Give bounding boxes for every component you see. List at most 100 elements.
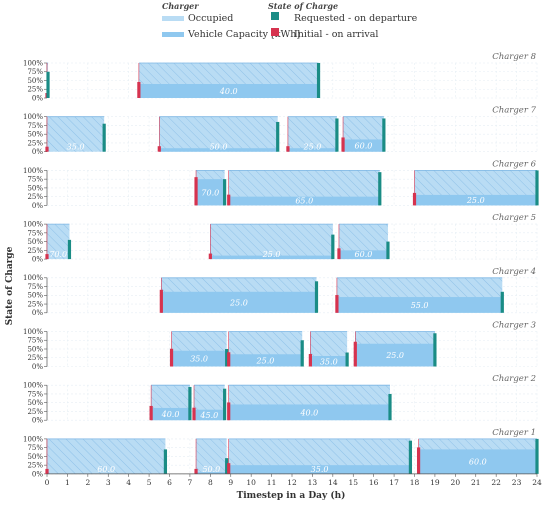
- initial-soc-marker: [416, 447, 421, 474]
- y-tick-label: 100%: [23, 435, 43, 443]
- legend-label-occupied: Occupied: [188, 13, 233, 24]
- requested-soc-marker: [378, 172, 382, 206]
- initial-soc-marker: [157, 146, 161, 152]
- legend-label-initial: Initial - on arrival: [294, 29, 378, 40]
- y-tick-label: 75%: [27, 229, 43, 237]
- capacity-label: 25.0: [385, 351, 404, 360]
- initial-soc-marker: [308, 354, 312, 367]
- legend-label-requested: Requested - on departure: [294, 13, 418, 24]
- x-tick-label: 20: [451, 478, 461, 487]
- y-tick-label: 50%: [27, 345, 43, 353]
- requested-soc-marker: [500, 291, 504, 313]
- capacity-label: 35.0: [320, 357, 338, 366]
- y-tick-label: 100%: [23, 113, 43, 121]
- requested-soc-marker: [188, 386, 192, 421]
- initial-soc-marker: [227, 352, 231, 367]
- y-tick-label: 100%: [23, 59, 43, 67]
- capacity-fill: [355, 343, 435, 367]
- x-tick-label: 10: [246, 478, 256, 487]
- x-axis: 0 1 2 3 4 5 6 7 8 9 10 11 12 13 14 15 16 17 18 19 20 21 22 23 24: [45, 473, 542, 487]
- requested-soc-marker: [46, 71, 50, 98]
- panel-title: Charger 2: [492, 374, 536, 384]
- y-tick-label: 25%: [27, 408, 43, 416]
- x-tick-label: 23: [512, 478, 522, 487]
- initial-soc-marker: [137, 82, 141, 98]
- initial-soc-marker: [341, 137, 345, 152]
- initial-soc-marker: [227, 402, 231, 421]
- panel-title: Charger 4: [492, 267, 536, 277]
- legend-group-title: State of Charge: [268, 1, 338, 11]
- x-tick-label: 14: [328, 478, 338, 487]
- x-tick-label: 16: [369, 478, 379, 487]
- y-tick-label: 75%: [27, 283, 43, 291]
- panel-charger-4: 0%25%50%75%100% Charger 4 25.0 55.0: [23, 267, 538, 317]
- initial-soc-marker: [192, 407, 196, 421]
- initial-soc-marker: [335, 295, 339, 313]
- y-axis-label: State of Charge: [5, 246, 15, 325]
- y-tick-label: 25%: [27, 86, 43, 94]
- y-tick-label: 50%: [27, 184, 43, 192]
- capacity-fill: [159, 148, 278, 152]
- capacity-label: 35.0: [67, 143, 85, 152]
- x-tick-label: 0: [45, 478, 50, 487]
- panel-title: Charger 1: [492, 428, 536, 438]
- capacity-label: 35.0: [311, 465, 329, 474]
- y-tick-label: 100%: [23, 167, 43, 175]
- initial-soc-marker: [159, 289, 163, 313]
- requested-soc-marker: [300, 340, 304, 367]
- capacity-label: 70.0: [201, 188, 219, 197]
- capacity-label: 55.0: [411, 301, 429, 310]
- y-tick-label: 0%: [32, 470, 43, 478]
- capacity-fill: [414, 194, 537, 206]
- y-tick-label: 25%: [27, 139, 43, 147]
- y-tick-label: 25%: [27, 193, 43, 201]
- panel-charger-6: 0%25%50%75%100% Charger 6 70.0 65.0 25.0: [23, 159, 539, 210]
- requested-soc-marker: [388, 393, 392, 421]
- capacity-label: 25.0: [303, 143, 322, 152]
- x-tick-label: 17: [389, 478, 399, 487]
- y-tick-label: 25%: [27, 354, 43, 362]
- initial-soc-marker: [169, 348, 174, 367]
- legend-swatch-requested: [271, 12, 279, 20]
- y-tick-label: 75%: [27, 68, 43, 76]
- capacity-fill: [196, 179, 225, 206]
- x-tick-label: 3: [106, 478, 111, 487]
- capacity-fill: [228, 354, 303, 367]
- y-tick-label: 75%: [27, 390, 43, 398]
- x-tick-label: 24: [532, 478, 542, 487]
- occupied-bar: [159, 116, 278, 152]
- requested-soc-marker: [314, 281, 319, 313]
- y-tick-label: 50%: [27, 77, 43, 85]
- y-tick-label: 75%: [27, 444, 43, 452]
- capacity-label: 45.0: [199, 411, 218, 420]
- requested-soc-marker: [276, 121, 280, 152]
- y-tick-label: 0%: [32, 202, 43, 210]
- requested-soc-marker: [163, 449, 168, 474]
- initial-soc-marker: [45, 468, 49, 474]
- y-tick-label: 75%: [27, 176, 43, 184]
- requested-soc-marker: [535, 170, 539, 206]
- capacity-fill: [171, 350, 227, 367]
- requested-soc-marker: [67, 239, 72, 260]
- requested-soc-marker: [335, 118, 339, 152]
- y-tick-label: 100%: [23, 328, 43, 336]
- y-tick-label: 100%: [23, 274, 43, 282]
- legend: Charger Occupied Vehicle Capacity [kWh] Sta…: [162, 1, 418, 40]
- requested-soc-marker: [102, 123, 106, 152]
- capacity-fill: [287, 148, 337, 152]
- panel-title: Charger 3: [492, 321, 536, 331]
- x-tick-label: 12: [287, 478, 297, 487]
- capacity-label: 25.0: [466, 196, 485, 205]
- initial-soc-marker: [227, 194, 231, 206]
- x-tick-label: 15: [348, 478, 358, 487]
- x-tick-label: 8: [208, 478, 213, 487]
- initial-soc-marker: [412, 192, 417, 206]
- capacity-label: 65.0: [295, 196, 313, 205]
- y-tick-label: 50%: [27, 399, 43, 407]
- y-tick-label: 50%: [27, 131, 43, 139]
- y-tick-label: 0%: [32, 309, 43, 317]
- x-tick-label: 13: [308, 478, 318, 487]
- y-tick-label: 0%: [32, 417, 43, 425]
- occupied-bar: [47, 116, 105, 152]
- capacity-fill: [310, 356, 348, 367]
